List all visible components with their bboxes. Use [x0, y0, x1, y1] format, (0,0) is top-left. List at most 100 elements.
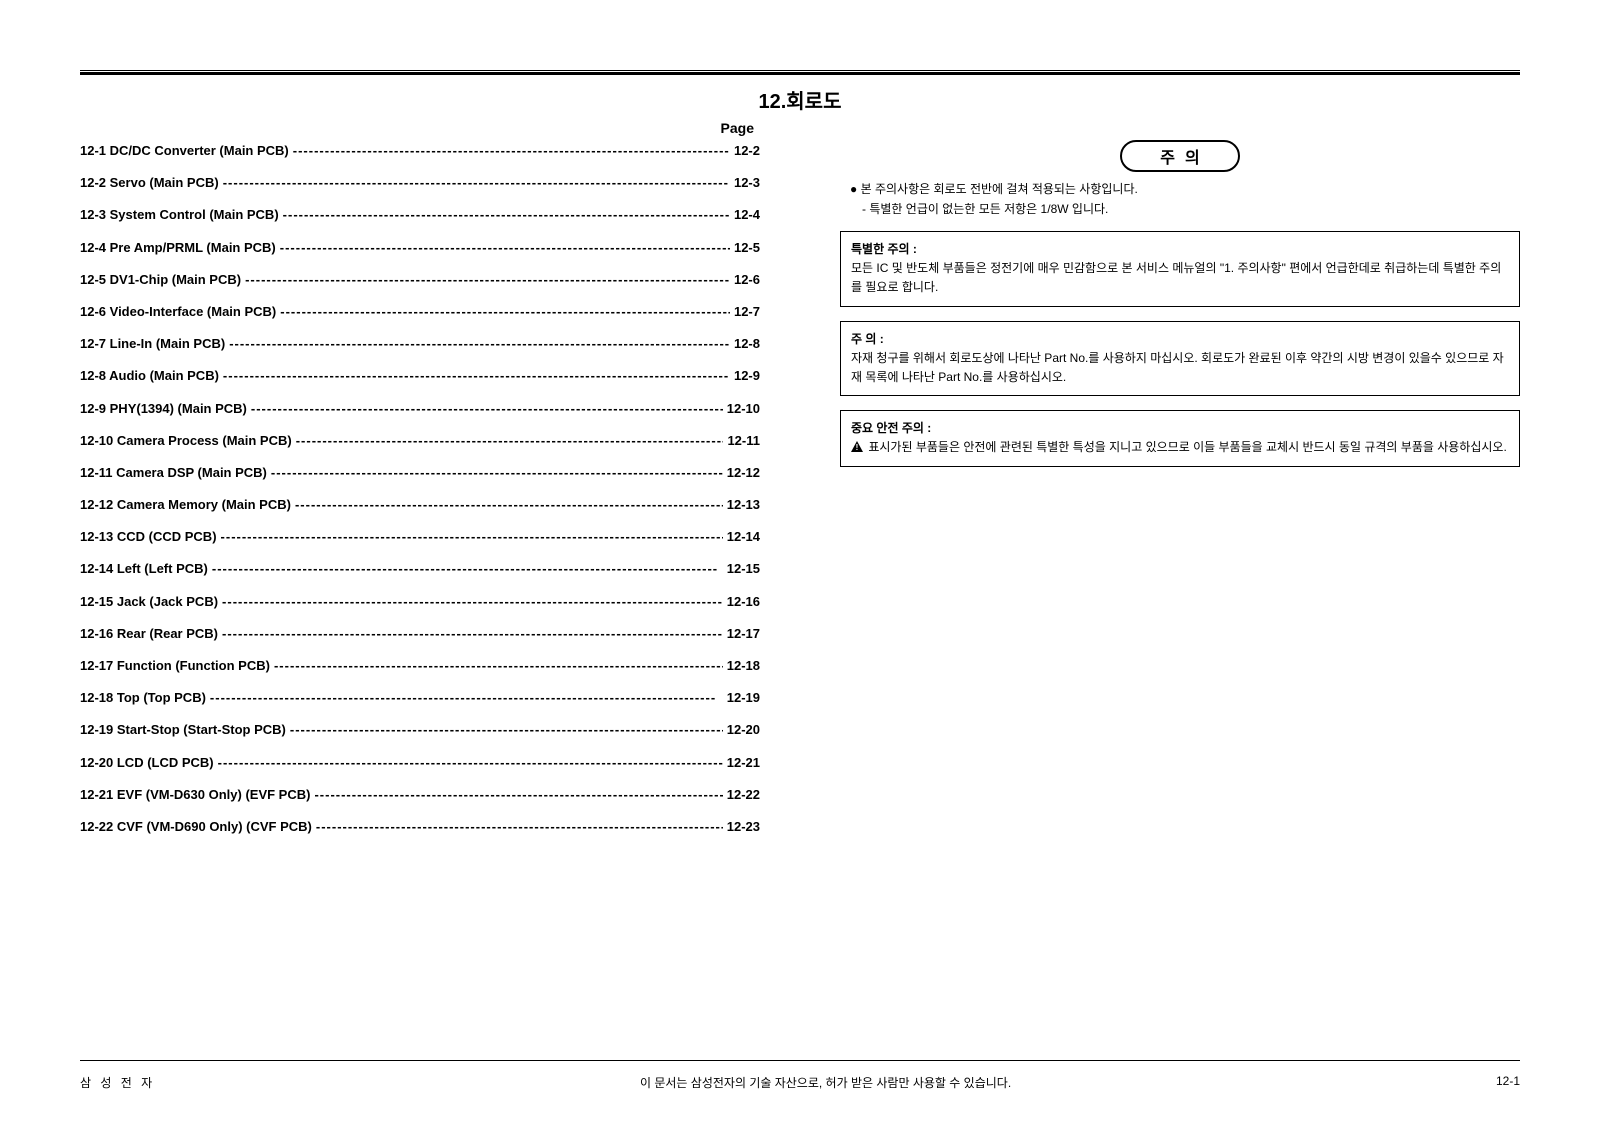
toc-row: 12-13 CCD (CCD PCB) 12-14 [80, 528, 760, 546]
toc-page: 12-8 [734, 335, 760, 353]
toc-row: 12-15 Jack (Jack PCB) 12-16 [80, 593, 760, 611]
toc-leader [212, 560, 723, 578]
toc-leader [271, 464, 723, 482]
toc-page: 12-22 [727, 786, 760, 804]
content-area: Page 12-1 DC/DC Converter (Main PCB) 12-2… [80, 120, 1520, 850]
toc-label: 12-19 Start-Stop (Start-Stop PCB) [80, 721, 286, 739]
notice-box: 중요 안전 주의 : 표시가된 부품들은 안전에 관련된 특별한 특성을 지니고… [840, 410, 1520, 466]
toc-leader [222, 593, 723, 611]
toc-page: 12-7 [734, 303, 760, 321]
toc-label: 12-13 CCD (CCD PCB) [80, 528, 217, 546]
toc-row: 12-16 Rear (Rear PCB)12-17 [80, 625, 760, 643]
toc-leader [295, 496, 723, 514]
warning-icon [851, 441, 863, 452]
toc-row: 12-7 Line-In (Main PCB) 12-8 [80, 335, 760, 353]
toc-leader [296, 432, 724, 450]
toc-leader [222, 625, 723, 643]
toc-leader [210, 689, 723, 707]
toc-label: 12-6 Video-Interface (Main PCB) [80, 303, 276, 321]
toc-label: 12-22 CVF (VM-D690 Only) (CVF PCB) [80, 818, 312, 836]
toc-row: 12-19 Start-Stop (Start-Stop PCB)12-20 [80, 721, 760, 739]
toc-row: 12-1 DC/DC Converter (Main PCB) 12-2 [80, 142, 760, 160]
toc-page: 12-12 [727, 464, 760, 482]
toc-leader [223, 367, 730, 385]
toc-row: 12-21 EVF (VM-D630 Only) (EVF PCB) 12-22 [80, 786, 760, 804]
toc-label: 12-15 Jack (Jack PCB) [80, 593, 218, 611]
toc-row: 12-18 Top (Top PCB) 12-19 [80, 689, 760, 707]
toc-label: 12-20 LCD (LCD PCB) [80, 754, 214, 772]
toc-leader [280, 303, 730, 321]
notice-bullet: ● 본 주의사항은 회로도 전반에 걸쳐 적용되는 사항입니다. [850, 180, 1510, 197]
toc-page: 12-5 [734, 239, 760, 257]
toc-label: 12-11 Camera DSP (Main PCB) [80, 464, 267, 482]
notice-box-title: 특별한 주의 : [851, 240, 1509, 259]
toc-page: 12-19 [727, 689, 760, 707]
toc-row: 12-9 PHY(1394) (Main PCB) 12-10 [80, 400, 760, 418]
toc-page: 12-21 [727, 754, 760, 772]
footer-rule [80, 1060, 1520, 1061]
toc-page: 12-10 [727, 400, 760, 418]
toc-leader [314, 786, 722, 804]
toc-page: 12-16 [727, 593, 760, 611]
notice-box-title: 중요 안전 주의 : [851, 419, 1509, 438]
toc-page: 12-15 [727, 560, 760, 578]
toc-page: 12-3 [734, 174, 760, 192]
toc-label: 12-2 Servo (Main PCB) [80, 174, 219, 192]
notice-box-body: 자재 청구를 위해서 회로도상에 나타난 Part No.를 사용하지 마십시오… [851, 349, 1509, 387]
toc-row: 12-3 System Control (Main PCB)12-4 [80, 206, 760, 224]
toc-label: 12-17 Function (Function PCB) [80, 657, 270, 675]
toc-leader [274, 657, 723, 675]
toc-label: 12-7 Line-In (Main PCB) [80, 335, 225, 353]
toc-page: 12-2 [734, 142, 760, 160]
footer: 삼 성 전 자 이 문서는 삼성전자의 기술 자산으로, 허가 받은 사람만 사… [80, 1074, 1520, 1091]
toc-leader [283, 206, 730, 224]
toc-list: 12-1 DC/DC Converter (Main PCB) 12-2 12-2 … [80, 142, 760, 836]
notice-box-body: 모든 IC 및 반도체 부품들은 정전기에 매우 민감함으로 본 서비스 메뉴얼… [851, 259, 1509, 297]
toc-leader [223, 174, 730, 192]
toc-row: 12-6 Video-Interface (Main PCB) 12-7 [80, 303, 760, 321]
footer-center: 이 문서는 삼성전자의 기술 자산으로, 허가 받은 사람만 사용할 수 있습니… [155, 1074, 1496, 1091]
toc-page: 12-14 [727, 528, 760, 546]
toc-label: 12-14 Left (Left PCB) [80, 560, 208, 578]
toc-leader [290, 721, 723, 739]
toc-label: 12-12 Camera Memory (Main PCB) [80, 496, 291, 514]
page-header-label: Page [80, 120, 760, 136]
toc-label: 12-9 PHY(1394) (Main PCB) [80, 400, 247, 418]
toc-page: 12-6 [734, 271, 760, 289]
toc-row: 12-20 LCD (LCD PCB) 12-21 [80, 754, 760, 772]
notice-box: 주 의 :자재 청구를 위해서 회로도상에 나타난 Part No.를 사용하지… [840, 321, 1520, 397]
toc-row: 12-4 Pre Amp/PRML (Main PCB)12-5 [80, 239, 760, 257]
toc-row: 12-10 Camera Process (Main PCB) 12-11 [80, 432, 760, 450]
toc-leader [221, 528, 723, 546]
toc-row: 12-8 Audio (Main PCB) 12-9 [80, 367, 760, 385]
section-title: 12.회로도 [80, 85, 1520, 114]
toc-row: 12-22 CVF (VM-D690 Only) (CVF PCB)12-23 [80, 818, 760, 836]
toc-leader [245, 271, 730, 289]
toc-column: Page 12-1 DC/DC Converter (Main PCB) 12-2… [80, 120, 800, 850]
toc-page: 12-18 [727, 657, 760, 675]
toc-leader [251, 400, 723, 418]
toc-row: 12-12 Camera Memory (Main PCB)12-13 [80, 496, 760, 514]
notice-subline: - 특별한 언급이 없는한 모든 저항은 1/8W 입니다. [862, 200, 1510, 217]
toc-label: 12-18 Top (Top PCB) [80, 689, 206, 707]
toc-label: 12-1 DC/DC Converter (Main PCB) [80, 142, 289, 160]
toc-leader [229, 335, 730, 353]
toc-page: 12-11 [727, 432, 760, 450]
toc-leader [280, 239, 730, 257]
toc-label: 12-5 DV1-Chip (Main PCB) [80, 271, 241, 289]
toc-row: 12-2 Servo (Main PCB) 12-3 [80, 174, 760, 192]
toc-leader [293, 142, 730, 160]
toc-row: 12-5 DV1-Chip (Main PCB) 12-6 [80, 271, 760, 289]
toc-label: 12-8 Audio (Main PCB) [80, 367, 219, 385]
toc-label: 12-10 Camera Process (Main PCB) [80, 432, 292, 450]
toc-leader [316, 818, 723, 836]
notice-box-body: 표시가된 부품들은 안전에 관련된 특별한 특성을 지니고 있으므로 이들 부품… [851, 438, 1509, 457]
toc-leader [218, 754, 723, 772]
notice-badge: 주의 [1120, 140, 1240, 172]
toc-row: 12-11 Camera DSP (Main PCB) 12-12 [80, 464, 760, 482]
toc-label: 12-21 EVF (VM-D630 Only) (EVF PCB) [80, 786, 310, 804]
notice-column: 주의 ● 본 주의사항은 회로도 전반에 걸쳐 적용되는 사항입니다. - 특별… [800, 120, 1520, 850]
toc-row: 12-14 Left (Left PCB) 12-15 [80, 560, 760, 578]
notice-box: 특별한 주의 :모든 IC 및 반도체 부품들은 정전기에 매우 민감함으로 본… [840, 231, 1520, 307]
toc-page: 12-9 [734, 367, 760, 385]
